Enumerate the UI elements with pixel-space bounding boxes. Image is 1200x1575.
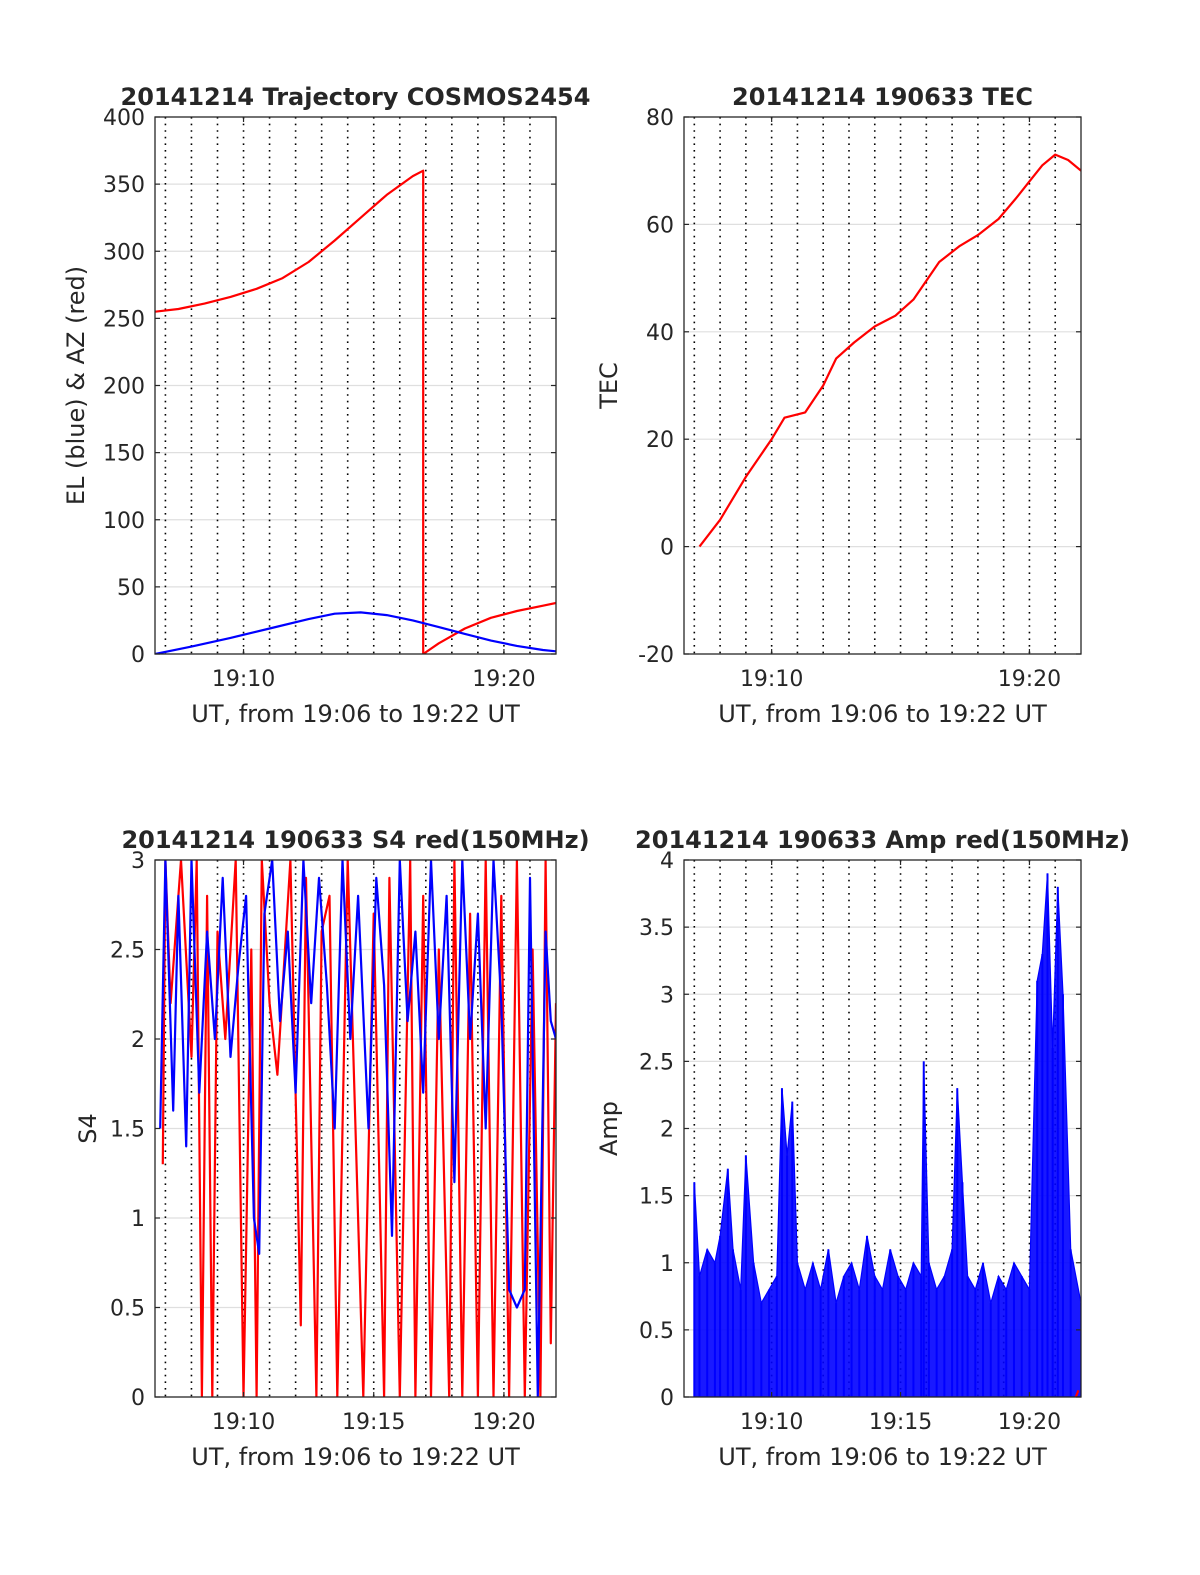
y-tick-label: 250 xyxy=(103,307,145,332)
series-group xyxy=(693,873,1081,1397)
x-tick-label: 19:15 xyxy=(342,1410,405,1435)
panel-tec: -20 0 20 40 60 80 19:10 19:20 20141214 190633 TE… xyxy=(595,83,1082,728)
y-axis-label: TEC xyxy=(595,362,623,410)
y-tick-label: -20 xyxy=(638,643,674,668)
y-tick-label: 80 xyxy=(646,106,674,131)
y-tick-label: 1 xyxy=(131,1207,145,1232)
y-tick-label: 3 xyxy=(660,983,674,1008)
y-tick-label: 100 xyxy=(103,509,145,534)
x-tick-label: 19:15 xyxy=(869,1410,932,1435)
y-tick-label: 400 xyxy=(103,106,145,131)
series-line-0 xyxy=(155,169,556,654)
series-line-1 xyxy=(159,860,556,1397)
panel-s4: 0 0.5 1 1.5 2 2.5 3 19:10 19:15 19:20 20141214 190… xyxy=(74,826,590,1471)
y-tick-label: 200 xyxy=(103,375,145,400)
chart-title: 20141214 190633 S4 red(150MHz) xyxy=(121,826,589,854)
y-tick-label: 0 xyxy=(131,643,145,668)
x-tick-label: 19:20 xyxy=(998,667,1061,692)
chart-title: 20141214 190633 Amp red(150MHz) xyxy=(635,826,1130,854)
y-tick-label: 3 xyxy=(131,849,145,874)
x-tick-label: 19:20 xyxy=(472,1410,535,1435)
y-tick-label: 0 xyxy=(660,536,674,561)
y-tick-label: 0.5 xyxy=(110,1297,145,1322)
y-axis-label: EL (blue) & AZ (red) xyxy=(62,266,90,505)
y-tick-label: 1.5 xyxy=(639,1185,674,1210)
series-group xyxy=(698,153,1081,548)
x-axis-label: UT, from 19:06 to 19:22 UT xyxy=(191,700,520,728)
panel-trajectory: 0 50 100 150 200 250 300 350 400 19:10 19:20 201412… xyxy=(62,83,590,728)
y-tick-label: 3.5 xyxy=(639,916,674,941)
series-line-1 xyxy=(1074,1389,1080,1397)
x-axis-label: UT, from 19:06 to 19:22 UT xyxy=(191,1443,520,1471)
y-tick-label: 350 xyxy=(103,173,145,198)
y-tick-label: 0 xyxy=(131,1386,145,1411)
y-tick-label: 50 xyxy=(117,576,145,601)
series-line-1 xyxy=(155,611,556,654)
y-tick-label: 0.5 xyxy=(639,1319,674,1344)
series-area-0 xyxy=(693,873,1081,1397)
x-tick-label: 19:10 xyxy=(212,667,275,692)
y-tick-label: 20 xyxy=(646,428,674,453)
y-tick-label: 2 xyxy=(131,1028,145,1053)
axes-frame xyxy=(683,116,1082,655)
y-tick-label: 2.5 xyxy=(639,1050,674,1075)
y-tick-label: 1.5 xyxy=(110,1118,145,1143)
chart-title: 20141214 Trajectory COSMOS2454 xyxy=(121,83,591,111)
y-axis-label: Amp xyxy=(595,1101,623,1156)
plot-area xyxy=(684,117,1081,654)
panel-amp: 0 0.5 1 1.5 2 2.5 3 3.5 4 19:10 19:15 19:20 20141214… xyxy=(595,826,1130,1471)
x-axis-label: UT, from 19:06 to 19:22 UT xyxy=(718,1443,1047,1471)
y-tick-label: 2 xyxy=(660,1118,674,1143)
x-axis-label: UT, from 19:06 to 19:22 UT xyxy=(718,700,1047,728)
y-axis-label: S4 xyxy=(74,1113,102,1144)
x-tick-label: 19:20 xyxy=(998,1410,1061,1435)
x-tick-label: 19:10 xyxy=(740,667,803,692)
y-tick-label: 40 xyxy=(646,321,674,346)
y-tick-label: 2.5 xyxy=(110,939,145,964)
y-tick-label: 4 xyxy=(660,849,674,874)
y-tick-label: 1 xyxy=(660,1252,674,1277)
y-tick-label: 300 xyxy=(103,240,145,265)
y-tick-label: 60 xyxy=(646,213,674,238)
y-tick-label: 150 xyxy=(103,442,145,467)
series-line-0 xyxy=(698,153,1081,548)
y-tick-label: 0 xyxy=(660,1386,674,1411)
x-tick-label: 19:10 xyxy=(212,1410,275,1435)
chart-title: 20141214 190633 TEC xyxy=(732,83,1033,111)
x-tick-label: 19:10 xyxy=(740,1410,803,1435)
x-tick-label: 19:20 xyxy=(472,667,535,692)
